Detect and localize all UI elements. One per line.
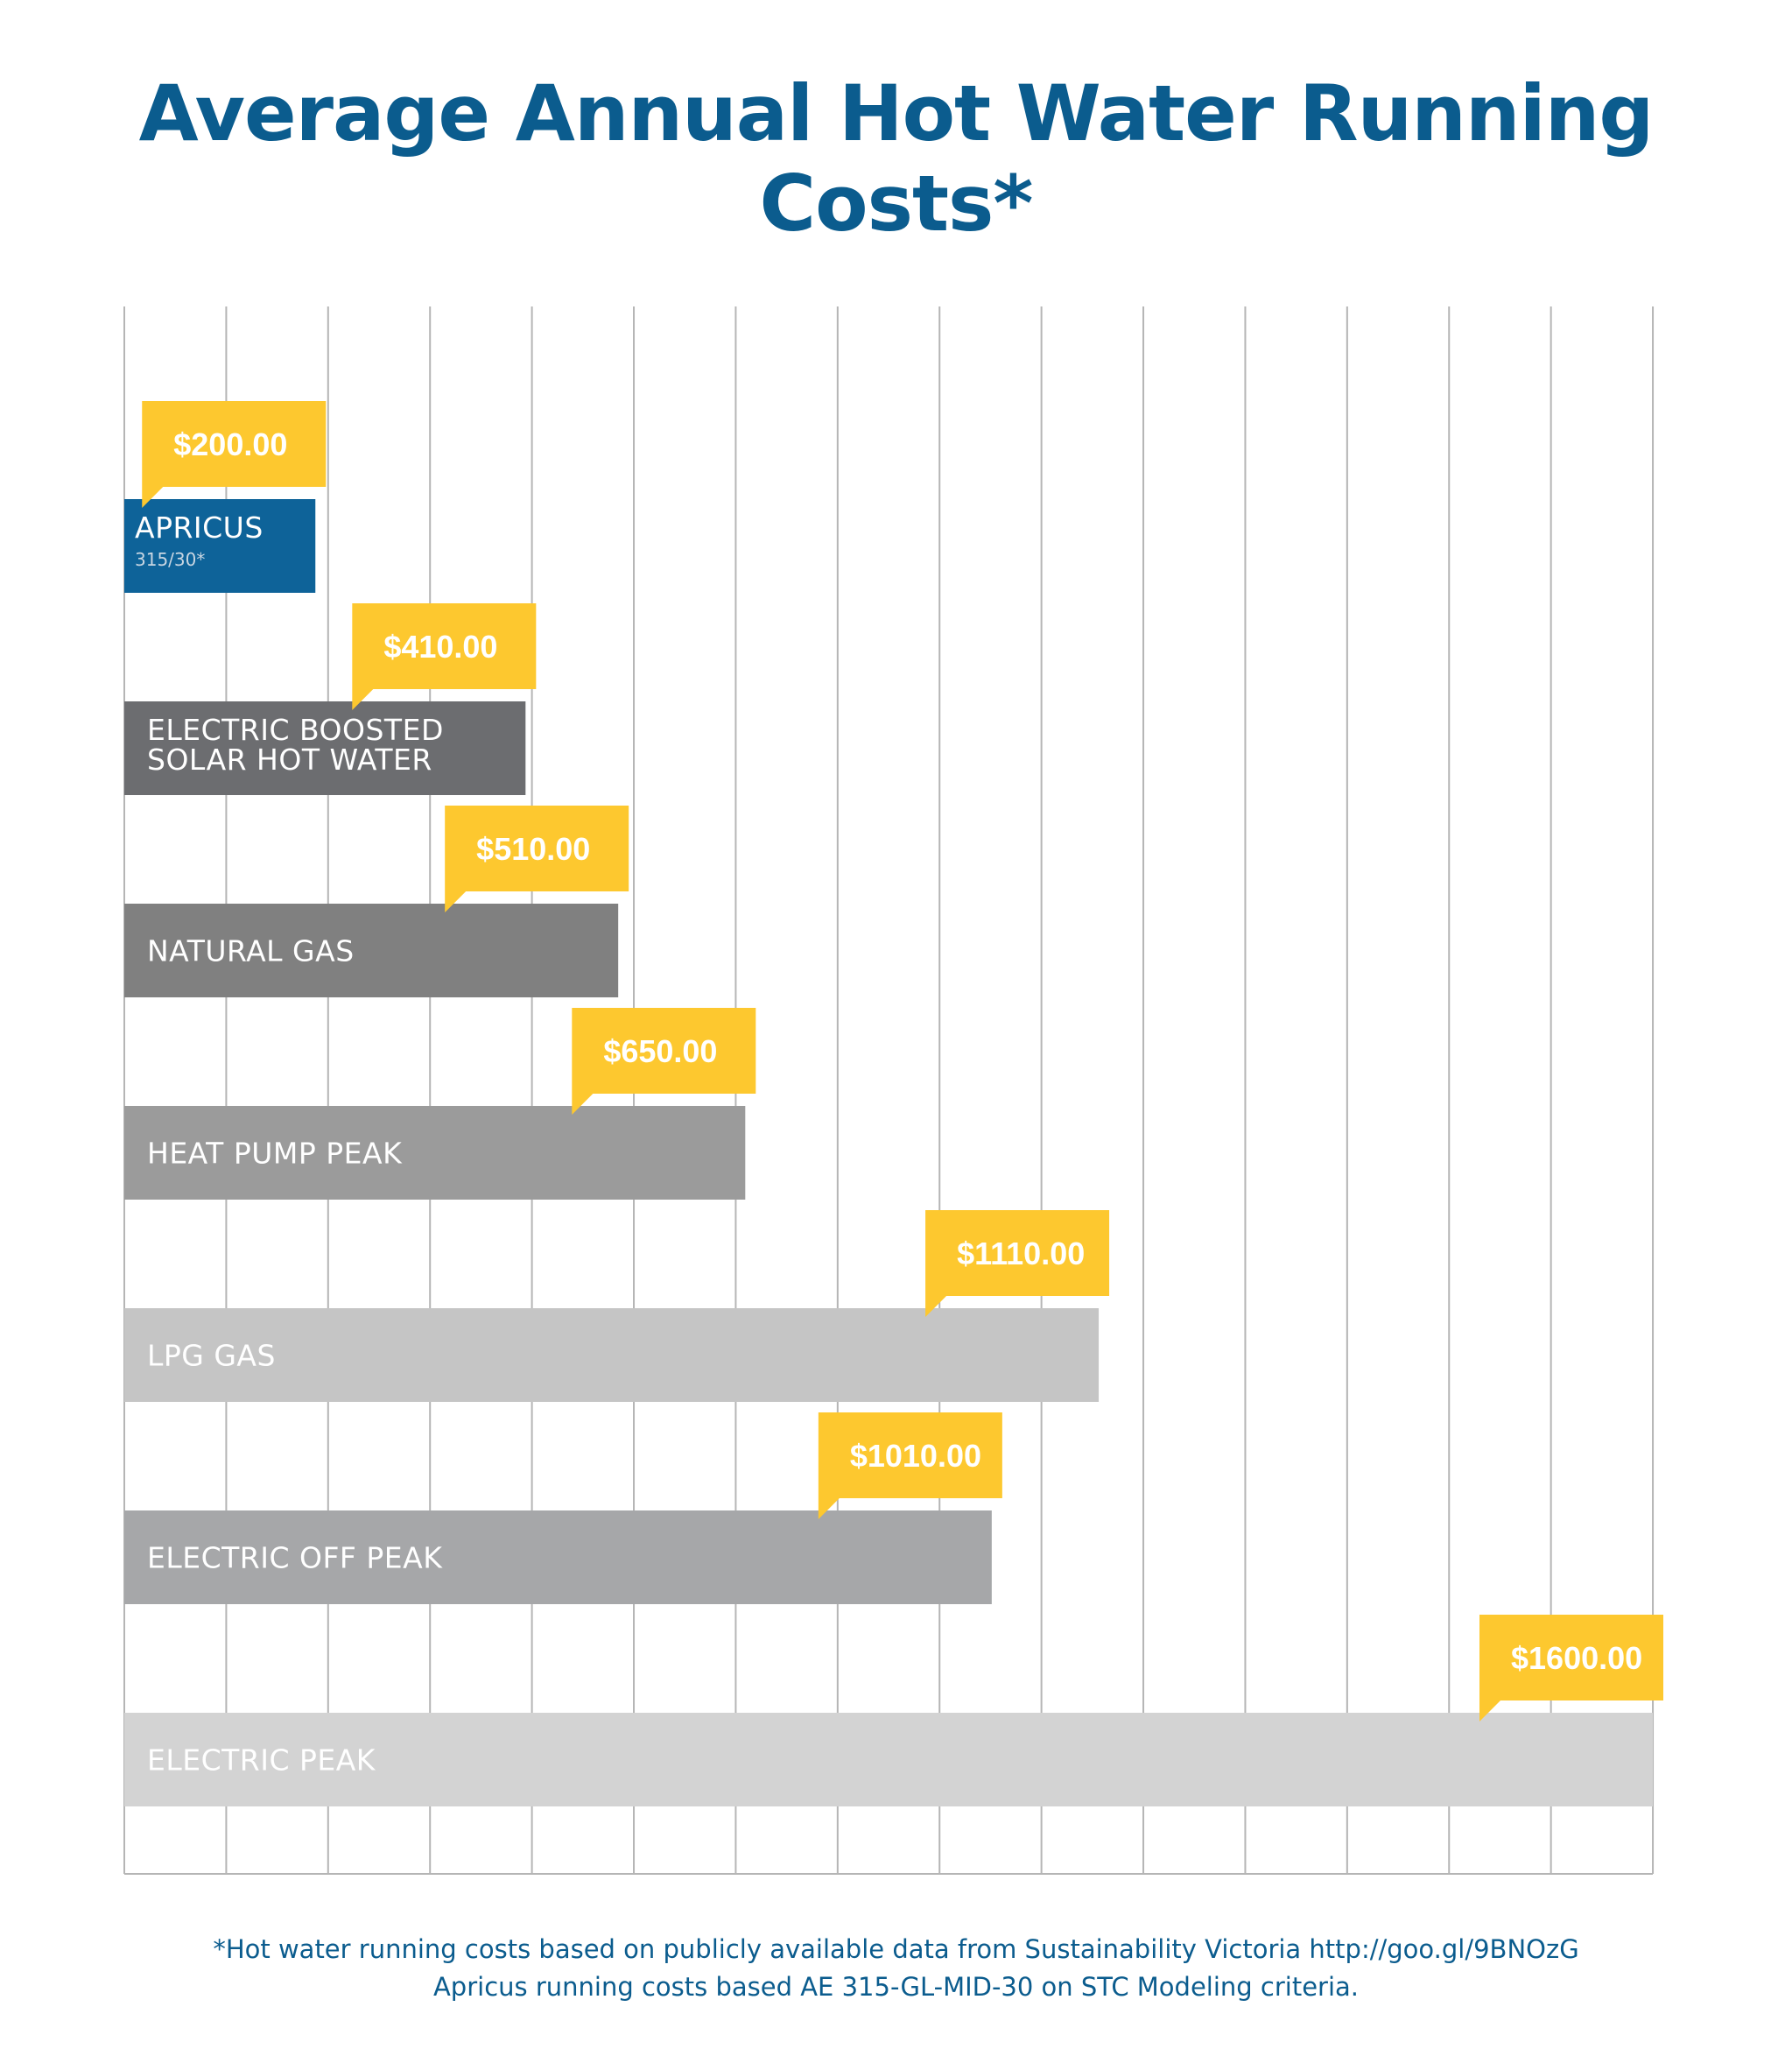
bar-label: HEAT PUMP PEAK xyxy=(147,1137,403,1171)
value-label: $200.00 xyxy=(173,426,287,462)
bar xyxy=(124,1106,746,1200)
footnote-line-1: *Hot water running costs based on public… xyxy=(213,1934,1579,1964)
value-label: $1600.00 xyxy=(1511,1640,1642,1676)
bar-group: APRICUS 315/30* $200.00 xyxy=(124,401,327,593)
value-callout xyxy=(818,1412,1002,1519)
bar-group: ELECTRIC PEAK $1600.00 xyxy=(124,1615,1663,1806)
bar xyxy=(124,499,316,593)
value-label: $510.00 xyxy=(476,831,590,867)
value-label: $650.00 xyxy=(603,1033,717,1069)
bar-label: ELECTRIC PEAK xyxy=(147,1743,376,1778)
bar xyxy=(124,1510,992,1604)
bars: APRICUS 315/30* $200.00 ELECTRIC BOOSTEDSOL… xyxy=(124,401,1663,1806)
bar-label: ELECTRIC OFF PEAK xyxy=(147,1541,443,1575)
bar-label: NATURAL GAS xyxy=(147,934,355,968)
value-callout xyxy=(925,1210,1110,1317)
bar-label: APRICUS xyxy=(135,510,264,545)
chart-title: Average Annual Hot Water Running Costs* xyxy=(138,68,1655,249)
value-label: $1010.00 xyxy=(850,1438,981,1474)
value-callout xyxy=(352,603,537,710)
value-label: $1110.00 xyxy=(957,1236,1085,1271)
bar-group: HEAT PUMP PEAK $650.00 xyxy=(124,1008,756,1200)
value-callout xyxy=(572,1008,756,1115)
bar xyxy=(124,701,526,795)
bar-group: NATURAL GAS $510.00 xyxy=(124,806,629,997)
value-callout xyxy=(142,401,327,508)
bar-label: SOLAR HOT WATER xyxy=(147,743,432,777)
footnote-line-2: Apricus running costs based AE 315-GL-MI… xyxy=(432,1972,1360,2002)
bar xyxy=(124,904,619,997)
value-callout xyxy=(445,806,629,912)
bar xyxy=(124,1713,1653,1806)
bar-label: ELECTRIC BOOSTED xyxy=(147,713,444,747)
value-label: $410.00 xyxy=(383,629,497,665)
bar-label: LPG GAS xyxy=(147,1339,276,1373)
value-callout xyxy=(1479,1615,1663,1722)
bar-sublabel: 315/30* xyxy=(135,549,205,570)
bar-group: LPG GAS $1110.00 xyxy=(124,1210,1110,1402)
grid-lines xyxy=(123,306,1655,1875)
bar xyxy=(124,1308,1100,1402)
bar-group: ELECTRIC OFF PEAK $1010.00 xyxy=(124,1412,1002,1604)
footnote: *Hot water running costs based on public… xyxy=(0,1931,1792,2006)
